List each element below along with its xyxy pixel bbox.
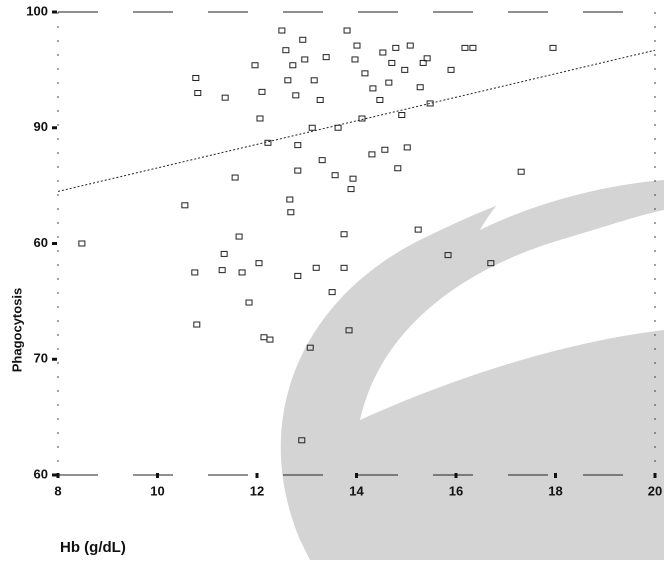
point: [317, 97, 323, 102]
point: [219, 268, 225, 273]
point: [256, 261, 262, 266]
point: [195, 91, 201, 96]
point: [329, 290, 335, 295]
point: [283, 48, 289, 53]
point: [404, 145, 410, 150]
point: [236, 234, 242, 239]
point: [193, 75, 199, 80]
point: [287, 197, 293, 202]
point: [359, 116, 365, 121]
point: [417, 85, 423, 90]
point: [267, 337, 273, 342]
point: [295, 273, 301, 278]
y-axis-label: Phagocytosis: [9, 288, 24, 373]
point: [309, 125, 315, 130]
x-tick-label: 16: [449, 483, 463, 498]
point: [370, 86, 376, 91]
point: [279, 28, 285, 33]
point: [341, 265, 347, 270]
point: [288, 210, 294, 215]
point: [285, 78, 291, 83]
y-tick-label: 60: [34, 235, 48, 250]
point: [319, 158, 325, 163]
point: [259, 89, 265, 94]
point: [332, 173, 338, 178]
point: [386, 80, 392, 85]
point: [518, 169, 524, 174]
x-tick-label: 20: [648, 483, 662, 498]
point: [354, 43, 360, 48]
x-tick-label: 18: [548, 483, 562, 498]
point: [395, 166, 401, 171]
point: [261, 335, 267, 340]
point: [252, 63, 258, 68]
chart: Phagocytosis Hb (g/dL) 100 90 60 70 60 8 10 12 1…: [0, 0, 664, 560]
point: [377, 97, 383, 102]
point: [239, 270, 245, 275]
point: [352, 57, 358, 62]
point: [295, 168, 301, 173]
point: [293, 93, 299, 98]
y-tick-label: 100: [26, 3, 48, 18]
point: [344, 28, 350, 33]
point: [290, 63, 296, 68]
point: [389, 60, 395, 65]
x-tick-label: 14: [349, 483, 364, 498]
point: [222, 95, 228, 100]
point: [246, 300, 252, 305]
x-tick-label: 10: [150, 483, 164, 498]
point: [311, 78, 317, 83]
point: [550, 45, 556, 50]
point: [350, 176, 356, 181]
point: [402, 67, 408, 72]
point: [232, 175, 238, 180]
x-tick-label: 8: [54, 483, 61, 498]
point: [462, 45, 468, 50]
point: [399, 113, 405, 118]
point: [341, 232, 347, 237]
point: [182, 203, 188, 208]
point: [393, 45, 399, 50]
x-axis-label: Hb (g/dL): [60, 539, 126, 556]
point: [221, 251, 227, 256]
point: [380, 50, 386, 55]
y-tick-label: 60: [34, 466, 48, 481]
point: [448, 67, 454, 72]
point: [302, 57, 308, 62]
point: [362, 71, 368, 76]
point: [300, 37, 306, 42]
x-tick-label: 12: [250, 483, 264, 498]
point: [79, 241, 85, 246]
point: [257, 116, 263, 121]
point: [295, 143, 301, 148]
point: [194, 322, 200, 327]
point: [470, 45, 476, 50]
point: [323, 55, 329, 60]
point: [415, 227, 421, 232]
point: [348, 187, 354, 192]
point: [369, 152, 375, 157]
y-tick-label: 70: [34, 351, 48, 366]
point: [407, 43, 413, 48]
point: [192, 270, 198, 275]
point: [313, 265, 319, 270]
y-tick-label: 90: [34, 119, 48, 134]
point: [382, 147, 388, 152]
